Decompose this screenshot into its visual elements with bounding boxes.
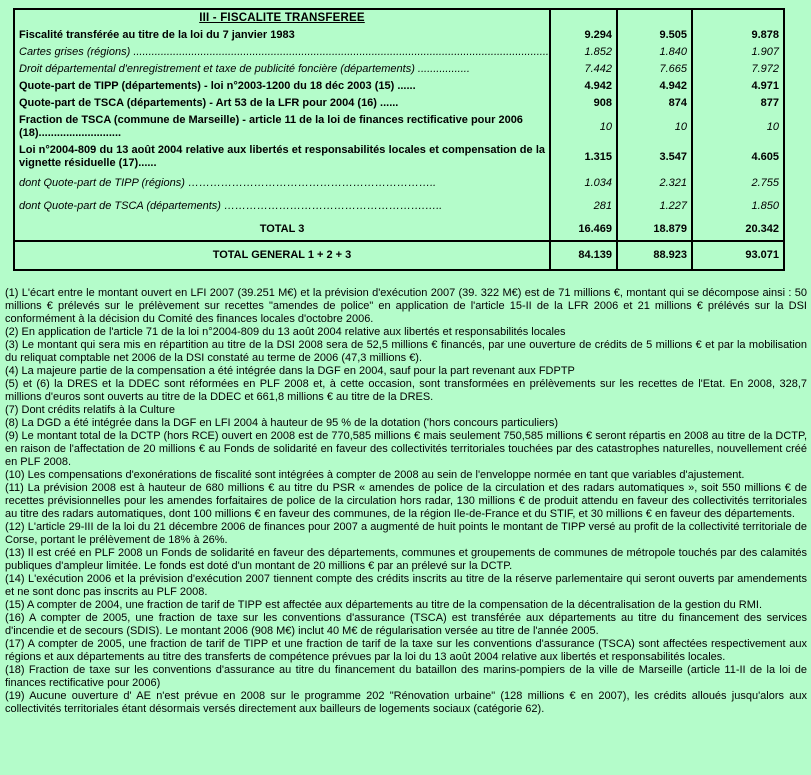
row-value-2008: 9.878: [691, 27, 785, 44]
footnote-9: (9) Le montant total de la DCTP (hors RC…: [5, 430, 807, 468]
footnote-13: (13) Il est créé en PLF 2008 un Fonds de…: [5, 547, 807, 572]
row-value-2007: 1.840: [616, 44, 693, 61]
row-value-2006: 16.469: [549, 218, 618, 241]
row-value-2008: 20.342: [691, 218, 785, 241]
row-value-2006: 84.139: [549, 240, 618, 270]
row-label: Quote-part de TSCA (départements) - Art …: [13, 95, 551, 112]
row-label: Quote-part de TIPP (départements) - loi …: [13, 78, 551, 95]
row-value-2007: 10: [616, 112, 693, 142]
table-row: Fiscalité transférée au titre de la loi …: [13, 27, 785, 44]
table-title-cell: III - FISCALITE TRANSFEREE: [13, 9, 551, 27]
footnote-18: (18) Fraction de taxe sur les convention…: [5, 664, 807, 689]
table-title: III - FISCALITE TRANSFEREE: [199, 12, 365, 24]
row-value-2006: 1.315: [549, 142, 618, 172]
footnote-15: (15) A compter de 2004, une fraction de …: [5, 599, 763, 611]
empty-header-col2: [616, 9, 693, 27]
table-row: dont Quote-part de TIPP (régions) …………………: [13, 172, 785, 195]
row-value-2007: 88.923: [616, 240, 693, 270]
footnote-1: (1) L'écart entre le montant ouvert en L…: [5, 287, 807, 325]
footnote-11: (11) La prévision 2008 est à hauteur de …: [5, 482, 807, 520]
footnote-8: (8) La DGD a été intégrée dans la DGF en…: [5, 417, 559, 429]
table-title-row: III - FISCALITE TRANSFEREE: [13, 9, 785, 27]
row-value-2006: 10: [549, 112, 618, 142]
row-value-2008: 4.971: [691, 78, 785, 95]
footnote-12: (12) L'article 29-III de la loi du 21 dé…: [5, 521, 807, 546]
row-value-2008: 10: [691, 112, 785, 142]
footnote-4: (4) La majeure partie de la compensation…: [5, 365, 575, 377]
footnote-14: (14) L'exécution 2006 et la prévision d'…: [5, 573, 807, 598]
row-value-2007: 7.665: [616, 61, 693, 78]
row-value-2007: 1.227: [616, 195, 693, 218]
table-row: Cartes grises (régions) ................…: [13, 44, 785, 61]
table-row-total-general: TOTAL GENERAL 1 + 2 + 3 84.139 88.923 93…: [13, 240, 785, 270]
row-label: dont Quote-part de TIPP (régions) …………………: [13, 172, 551, 195]
row-label: Cartes grises (régions) ................…: [13, 44, 551, 61]
row-value-2008: 2.755: [691, 172, 785, 195]
table-row-total-3: TOTAL 3 16.469 18.879 20.342: [13, 218, 785, 241]
row-value-2006: 281: [549, 195, 618, 218]
row-value-2008: 7.972: [691, 61, 785, 78]
row-value-2006: 4.942: [549, 78, 618, 95]
row-value-2008: 4.605: [691, 142, 785, 172]
footnote-17: (17) A compter de 2005, une fraction de …: [5, 638, 807, 663]
footnotes-section: (1) L'écart entre le montant ouvert en L…: [5, 287, 807, 716]
row-value-2007: 3.547: [616, 142, 693, 172]
row-label: Loi n°2004-809 du 13 août 2004 relative …: [13, 142, 551, 172]
row-label: Fraction de TSCA (commune de Marseille) …: [13, 112, 551, 142]
table-row: Fraction de TSCA (commune de Marseille) …: [13, 112, 785, 142]
row-label: Fiscalité transférée au titre de la loi …: [13, 27, 551, 44]
table-row: Loi n°2004-809 du 13 août 2004 relative …: [13, 142, 785, 172]
table-row: Quote-part de TSCA (départements) - Art …: [13, 95, 785, 112]
table-row: Droit départemental d'enregistrement et …: [13, 61, 785, 78]
footnote-7: (7) Dont crédits relatifs à la Culture: [5, 404, 175, 416]
row-value-2008: 1.850: [691, 195, 785, 218]
footnote-16: (16) A compter de 2005, une fraction de …: [5, 612, 807, 637]
row-label: TOTAL GENERAL 1 + 2 + 3: [13, 240, 551, 270]
row-value-2007: 9.505: [616, 27, 693, 44]
row-value-2008: 93.071: [691, 240, 785, 270]
row-label: Droit départemental d'enregistrement et …: [13, 61, 551, 78]
fiscalite-transferee-table: III - FISCALITE TRANSFEREE Fiscalité tra…: [13, 8, 785, 271]
footnote-19: (19) Aucune ouverture d' AE n'est prévue…: [5, 690, 807, 715]
empty-header-col1: [549, 9, 618, 27]
empty-header-col3: [691, 9, 785, 27]
table-row: dont Quote-part de TSCA (départements) ……: [13, 195, 785, 218]
row-value-2006: 7.442: [549, 61, 618, 78]
row-label: dont Quote-part de TSCA (départements) ……: [13, 195, 551, 218]
row-value-2007: 874: [616, 95, 693, 112]
row-value-2006: 908: [549, 95, 618, 112]
footnote-5-6: (5) et (6) la DRES et la DDEC sont réfor…: [5, 378, 807, 403]
row-value-2007: 4.942: [616, 78, 693, 95]
row-value-2007: 18.879: [616, 218, 693, 241]
row-value-2006: 1.852: [549, 44, 618, 61]
footnote-10: (10) Les compensations d'exonérations de…: [5, 469, 745, 481]
row-value-2007: 2.321: [616, 172, 693, 195]
row-value-2006: 1.034: [549, 172, 618, 195]
row-value-2008: 877: [691, 95, 785, 112]
table-row: Quote-part de TIPP (départements) - loi …: [13, 78, 785, 95]
row-value-2008: 1.907: [691, 44, 785, 61]
footnote-3: (3) Le montant qui sera mis en répartiti…: [5, 339, 807, 364]
row-label: TOTAL 3: [13, 218, 551, 241]
row-value-2006: 9.294: [549, 27, 618, 44]
footnote-2: (2) En application de l'article 71 de la…: [5, 326, 566, 338]
